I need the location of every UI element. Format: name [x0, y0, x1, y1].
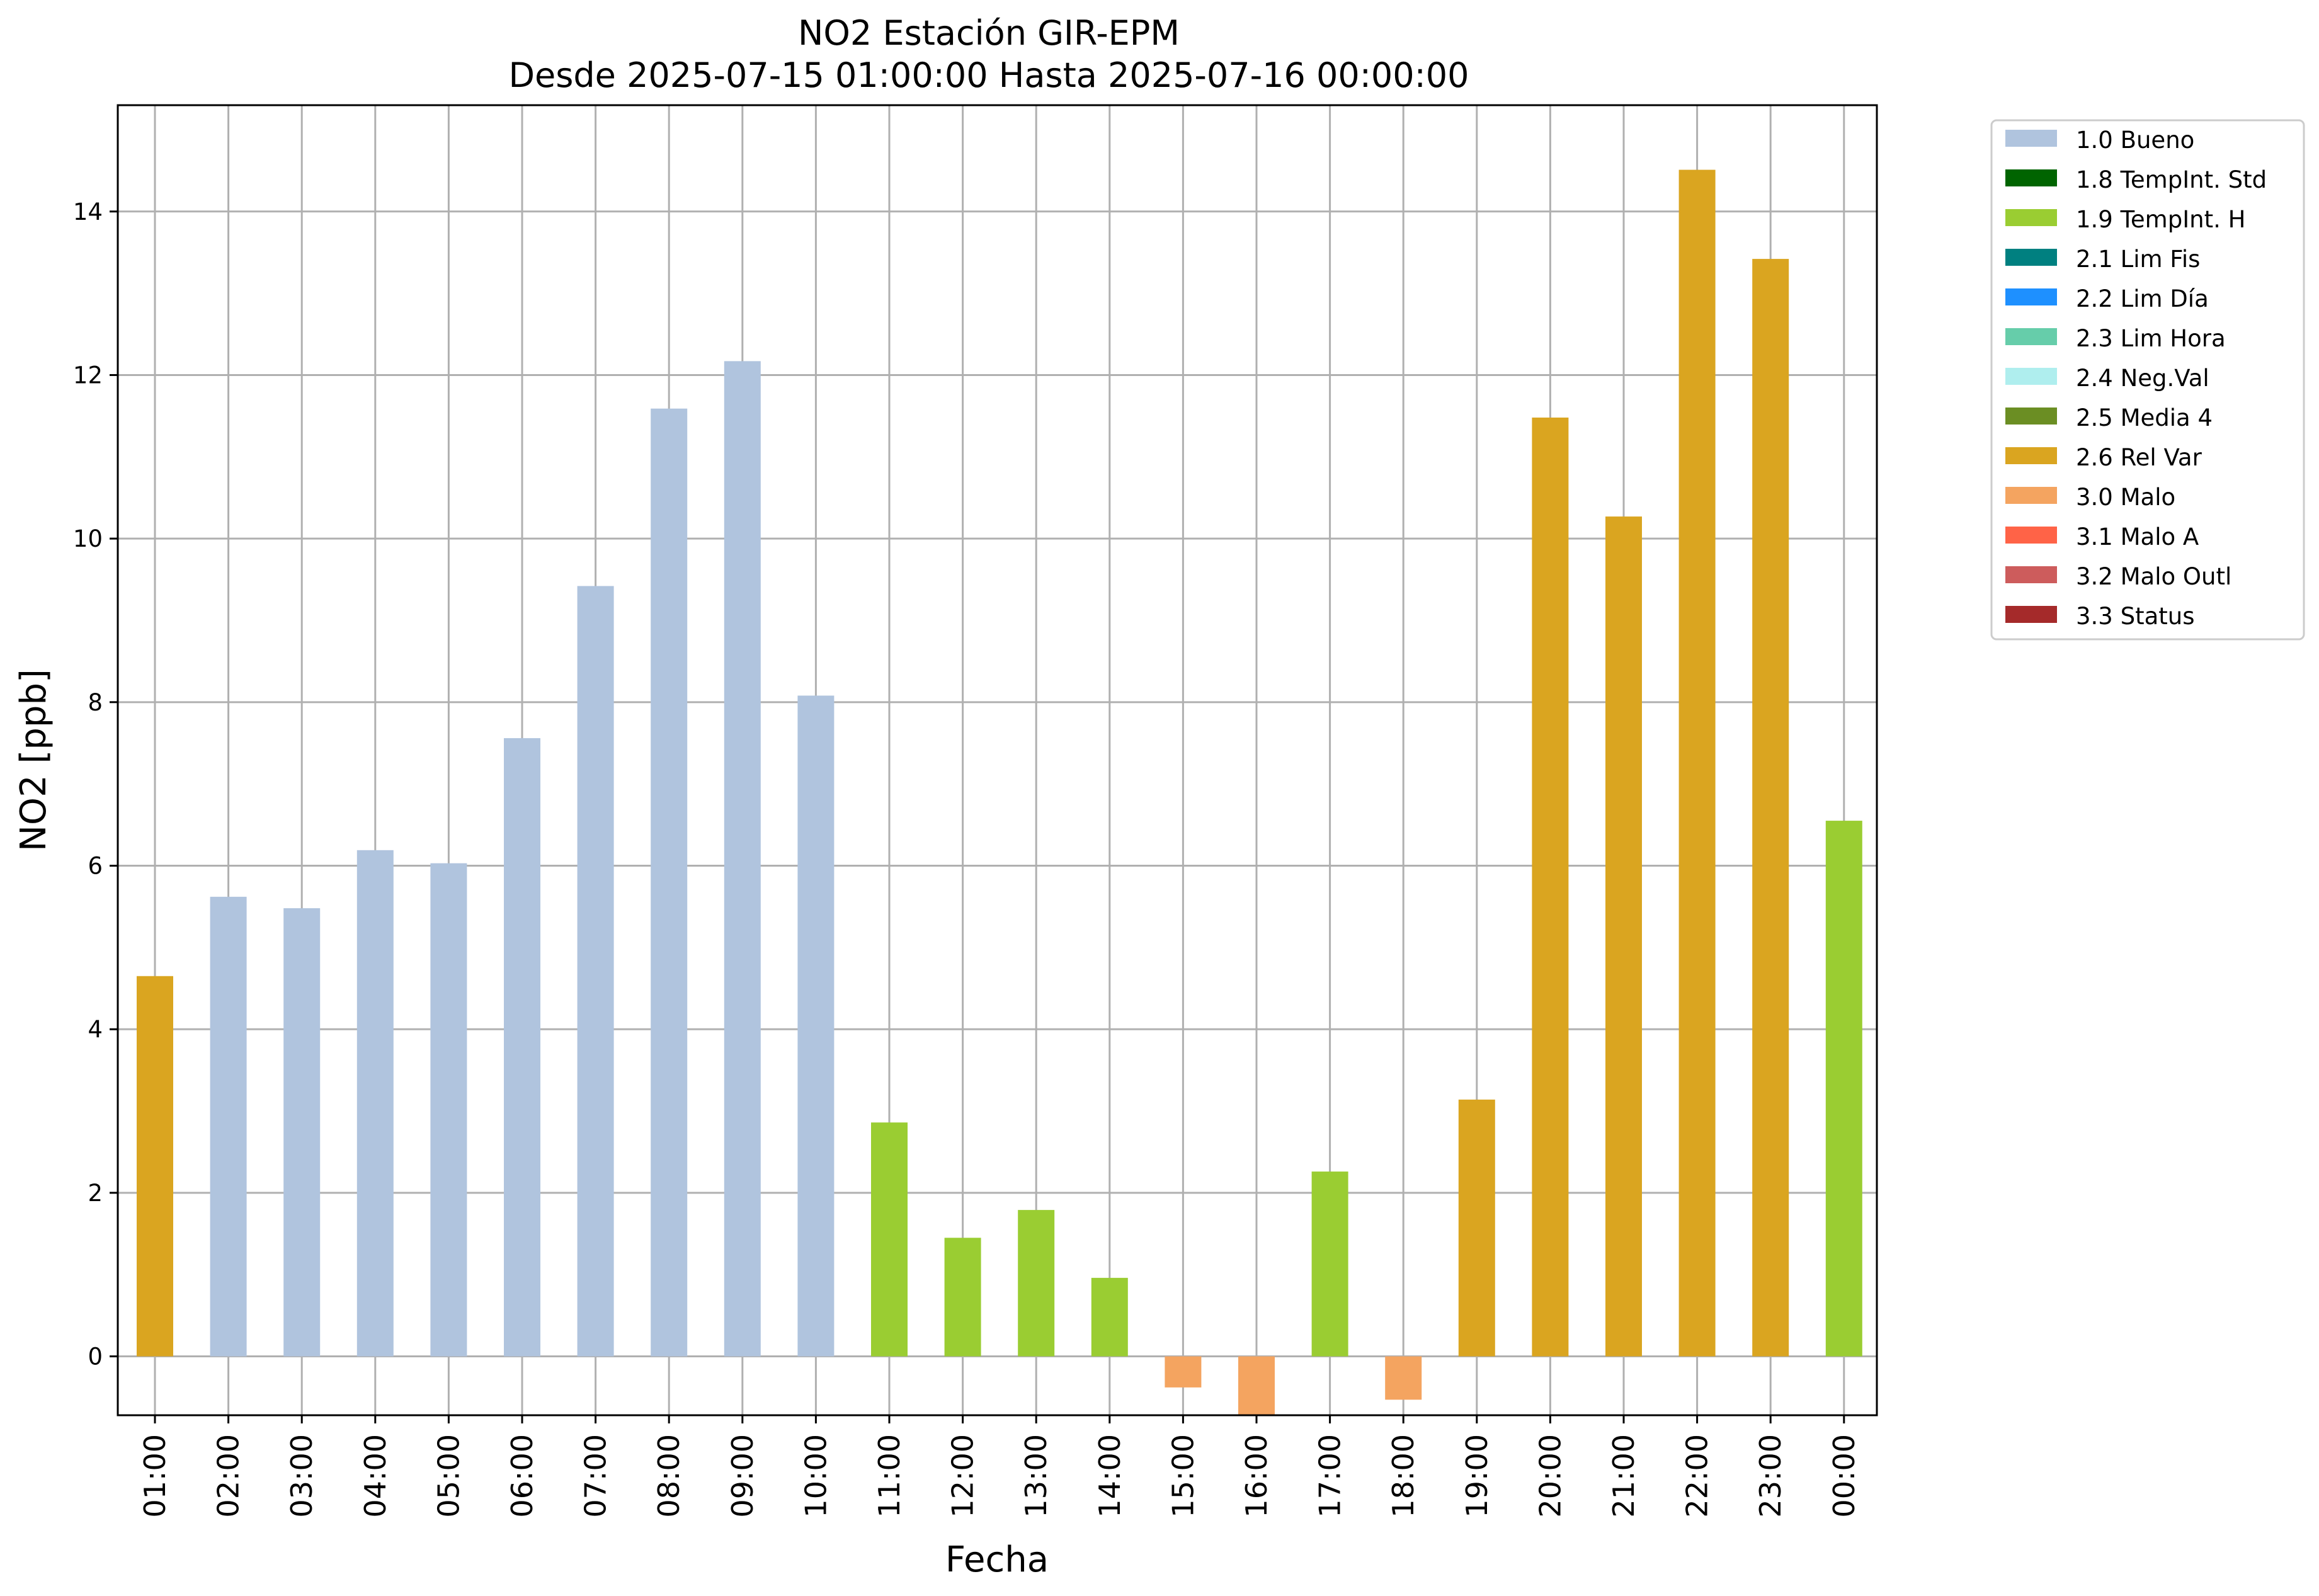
legend-label: 3.1 Malo A	[2076, 523, 2199, 550]
y-axis-ticks: 0 2 4 6 8 10 12 14	[73, 198, 118, 1371]
x-axis-ticks: 01:00 02:00 03:00 04:00 05:00 06:00 07:00 08:00…	[138, 1415, 1861, 1518]
x-tick-label: 20:00	[1533, 1434, 1567, 1518]
bar-0000	[1825, 821, 1862, 1357]
y-axis-label: NO2 [ppb]	[13, 669, 54, 852]
bar-2100	[1605, 516, 1642, 1357]
bar-1700	[1311, 1171, 1348, 1357]
bar-1000	[797, 695, 835, 1357]
x-tick-label: 17:00	[1313, 1434, 1347, 1518]
x-tick-label: 22:00	[1680, 1434, 1714, 1518]
y-tick-label: 0	[88, 1343, 103, 1371]
legend-label: 3.3 Status	[2076, 603, 2195, 630]
x-tick-label: 14:00	[1093, 1434, 1127, 1518]
legend-swatch	[2005, 249, 2057, 266]
legend-label: 1.9 TempInt. H	[2076, 206, 2245, 233]
legend-swatch	[2005, 130, 2057, 147]
x-tick-label: 08:00	[652, 1434, 686, 1518]
x-tick-label: 07:00	[579, 1434, 613, 1518]
legend-label: 2.3 Lim Hora	[2076, 325, 2226, 352]
plot-frame	[117, 104, 1878, 1416]
x-tick-label: 13:00	[1019, 1434, 1053, 1518]
legend-swatch	[2005, 328, 2057, 345]
x-tick-label: 05:00	[431, 1434, 465, 1518]
legend-label: 2.1 Lim Fis	[2076, 246, 2200, 273]
legend-box	[1990, 119, 2305, 641]
legend-swatch	[2005, 447, 2057, 464]
legend-label: 2.6 Rel Var	[2076, 444, 2202, 471]
legend-swatch	[2005, 169, 2057, 186]
legend-label: 3.0 Malo	[2076, 484, 2175, 511]
legend-swatch	[2005, 368, 2057, 385]
bar-1500	[1165, 1356, 1202, 1388]
y-tick-label: 2	[88, 1180, 103, 1207]
x-tick-label: 00:00	[1827, 1434, 1861, 1518]
bar-0200	[210, 896, 247, 1357]
legend-label: 1.0 Bueno	[2076, 127, 2194, 154]
x-tick-label: 18:00	[1386, 1434, 1420, 1518]
bar-2000	[1532, 417, 1569, 1357]
x-tick-label: 12:00	[946, 1434, 980, 1518]
bar-0100	[137, 976, 173, 1357]
legend-label: 1.8 TempInt. Std	[2076, 166, 2267, 193]
bar-1600	[1238, 1356, 1275, 1415]
y-tick-label: 4	[88, 1016, 103, 1043]
bar-0600	[504, 738, 540, 1357]
bar-1100	[871, 1122, 908, 1357]
bar-0400	[356, 850, 394, 1357]
legend-swatch	[2005, 566, 2057, 583]
bar-1300	[1018, 1210, 1055, 1357]
bar-1900	[1458, 1099, 1495, 1357]
x-tick-label: 10:00	[799, 1434, 833, 1518]
x-tick-label: 16:00	[1239, 1434, 1273, 1518]
y-tick-label: 14	[73, 198, 103, 225]
x-tick-label: 11:00	[872, 1434, 906, 1518]
x-tick-label: 01:00	[138, 1434, 172, 1518]
y-tick-label: 12	[73, 362, 103, 389]
legend-swatch	[2005, 209, 2057, 226]
bar-2300	[1752, 259, 1789, 1357]
legend-label: 2.2 Lim Día	[2076, 285, 2209, 312]
chart-title: NO2 Estación GIR-EPM	[798, 13, 1180, 53]
bar-0800	[651, 408, 688, 1357]
x-tick-label: 03:00	[285, 1434, 319, 1518]
bar-1200	[944, 1238, 981, 1357]
legend-swatch	[2005, 288, 2057, 305]
chart-subtitle: Desde 2025-07-15 01:00:00 Hasta 2025-07-…	[508, 55, 1469, 95]
x-axis-label: Fecha	[945, 1539, 1049, 1580]
bar-2200	[1678, 169, 1716, 1357]
bars	[137, 169, 1862, 1415]
x-tick-label: 23:00	[1753, 1434, 1787, 1518]
y-tick-label: 10	[73, 525, 103, 552]
y-tick-label: 6	[88, 852, 103, 879]
x-tick-label: 15:00	[1166, 1434, 1200, 1518]
x-tick-label: 02:00	[212, 1434, 246, 1518]
x-tick-label: 21:00	[1607, 1434, 1641, 1518]
x-tick-label: 09:00	[726, 1434, 760, 1518]
y-tick-label: 8	[88, 689, 103, 716]
bar-0300	[283, 908, 321, 1357]
legend-label: 3.2 Malo Outl	[2076, 563, 2231, 590]
bar-0900	[724, 361, 761, 1357]
x-tick-label: 04:00	[358, 1434, 392, 1518]
legend-label: 2.4 Neg.Val	[2076, 365, 2209, 392]
legend-swatch	[2005, 606, 2057, 623]
legend-label: 2.5 Media 4	[2076, 404, 2213, 431]
legend: 1.0 Bueno 1.8 TempInt. Std 1.9 TempInt. H 2…	[1990, 119, 2305, 641]
legend-swatch	[2005, 527, 2057, 544]
legend-swatch	[2005, 408, 2057, 425]
bar-1400	[1091, 1277, 1128, 1357]
bar-0500	[430, 863, 467, 1357]
bar-1800	[1385, 1356, 1422, 1400]
bar-0700	[577, 586, 614, 1357]
x-tick-label: 06:00	[505, 1434, 539, 1518]
legend-swatch	[2005, 487, 2057, 504]
x-tick-label: 19:00	[1460, 1434, 1494, 1518]
